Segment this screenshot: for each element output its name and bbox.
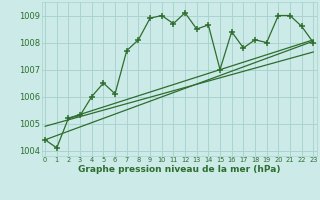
X-axis label: Graphe pression niveau de la mer (hPa): Graphe pression niveau de la mer (hPa) [78,165,280,174]
